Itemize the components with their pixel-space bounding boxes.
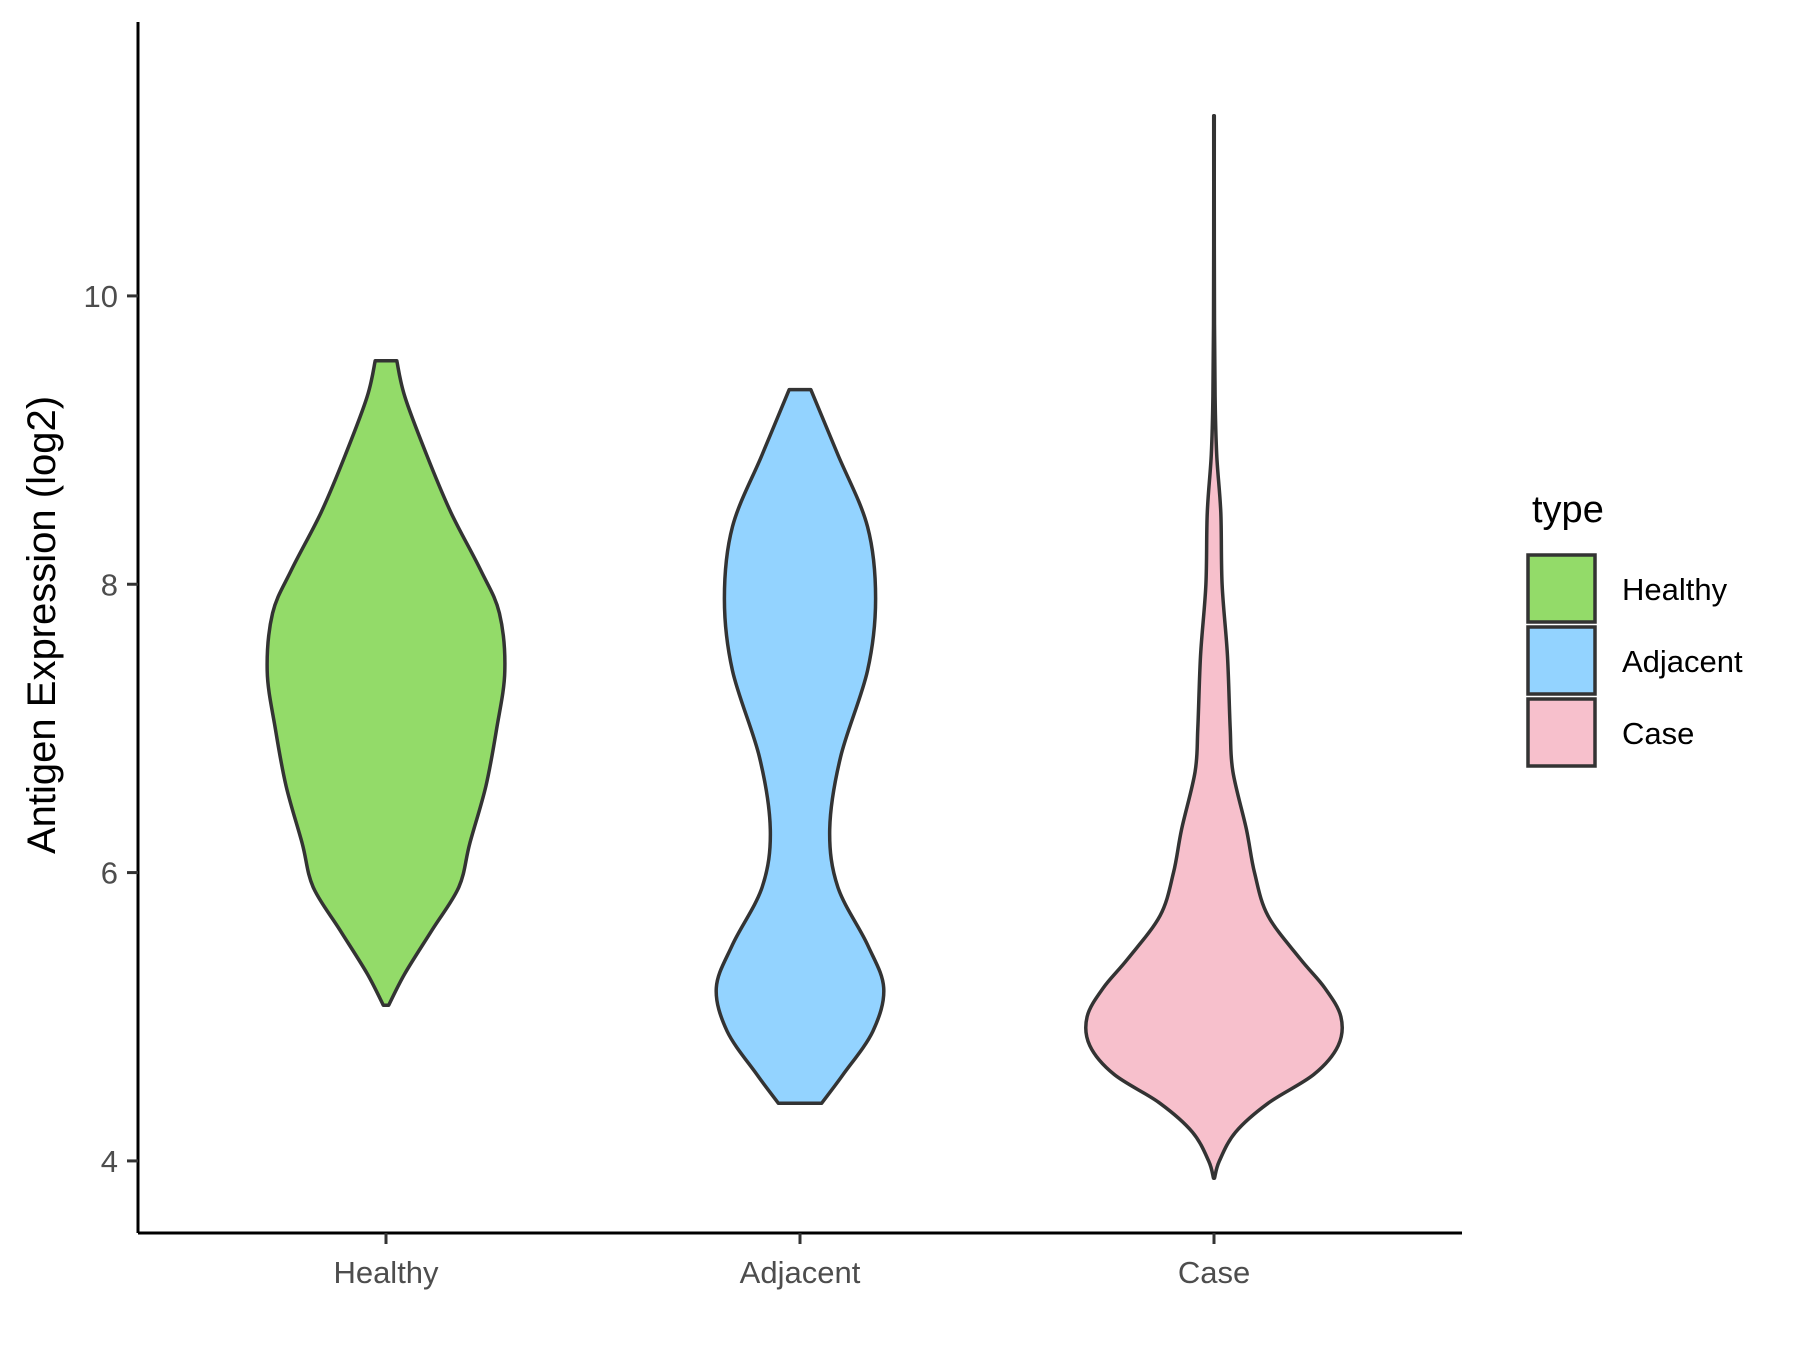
legend-title: type [1532,489,1604,531]
violin-healthy [265,359,507,1007]
legend-items: Healthy Adjacent Case [1526,553,1743,768]
y-tick-label: 4 [101,1144,118,1179]
x-axis-ticks: Healthy Adjacent Case [333,1233,1250,1290]
legend-swatch-case [1526,697,1597,768]
legend-swatch-healthy [1526,553,1597,624]
x-tick-label: Adjacent [740,1255,861,1290]
y-axis-ticks: 4 6 8 10 [84,279,138,1179]
legend-label-healthy: Healthy [1622,572,1728,607]
violin-case [1084,113,1344,1180]
legend: type Healthy Adjacent Case [1526,489,1743,768]
legend-label-adjacent: Adjacent [1622,644,1743,679]
legend-swatch-adjacent [1526,625,1597,696]
y-tick-label: 10 [84,279,118,314]
violin-adjacent [714,387,886,1106]
axes: 4 6 8 10 Healthy Adjacent Case [84,22,1462,1290]
x-tick-label: Case [1178,1255,1250,1290]
y-tick-label: 6 [101,856,118,891]
legend-label-case: Case [1622,716,1694,751]
violin-layer [265,113,1344,1180]
y-axis-title: Antigen Expression (log2) [20,396,64,854]
y-tick-label: 8 [101,567,118,602]
x-tick-label: Healthy [333,1255,439,1290]
